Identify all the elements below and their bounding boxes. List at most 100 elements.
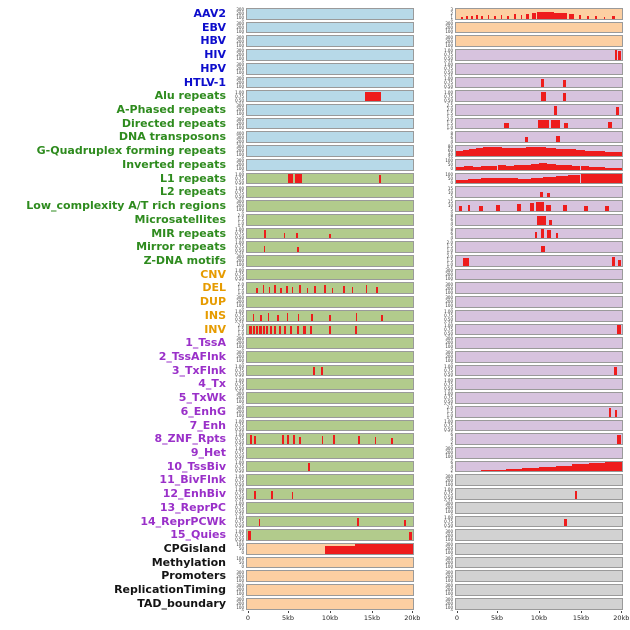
panel-gap	[414, 419, 439, 433]
panel-gap	[414, 34, 439, 48]
track-label: 8_ZNF_Rpts	[154, 432, 227, 446]
track-plot-right	[455, 501, 623, 514]
y-axis-tick-label: 0.50	[444, 371, 453, 377]
track-plot-left	[246, 104, 414, 116]
data-segment	[482, 147, 493, 156]
y-axis-tick-label: 0	[241, 349, 244, 350]
track-label: EBV	[202, 20, 226, 34]
data-segment	[329, 233, 332, 239]
data-segment	[267, 313, 270, 321]
y-axis-tick-label: 100	[236, 166, 244, 172]
track-row: 3_TxFlnk1.000.750.500.250.001.000.750.50…	[0, 364, 630, 377]
data-segment	[505, 165, 515, 170]
y-axis-tick-label: 1.00	[235, 446, 244, 452]
y-axis-ticks: 1.000.750.500.250.00	[439, 89, 455, 103]
y-axis-tick-label: 0.75	[444, 491, 453, 497]
track-plot-left	[246, 241, 414, 253]
data-segment	[287, 173, 294, 184]
y-axis-tick-label: 1.5	[446, 120, 453, 126]
y-axis-tick-label: 300	[445, 336, 453, 342]
y-axis-tick-label: 1.00	[235, 473, 244, 479]
y-axis-tick-label: 1.0	[446, 262, 453, 268]
data-segment	[515, 147, 526, 156]
track-row: INS1.000.750.500.250.001.000.750.500.250…	[0, 309, 630, 323]
y-axis-ticks: 1.000.750.500.250.00	[230, 185, 246, 199]
y-axis-tick-label: 0.25	[235, 459, 244, 460]
track-plot-right	[455, 21, 623, 34]
data-segment	[613, 366, 617, 376]
y-axis-tick-label: 100	[445, 344, 453, 350]
track-plot-left	[246, 158, 414, 171]
data-segment	[470, 16, 473, 19]
track-row: Mirror repeats 1.000.750.500.250.00 2.01.5…	[0, 240, 630, 254]
data-segment	[493, 178, 506, 184]
data-segment	[585, 150, 596, 156]
data-segment	[480, 15, 483, 19]
y-axis-tick-label: 0	[450, 212, 453, 213]
data-segment	[563, 122, 568, 129]
panel-gap	[414, 144, 439, 158]
y-axis-tick-label: 200	[445, 340, 453, 346]
data-segment	[555, 175, 569, 184]
y-axis-tick-label: 1.0	[447, 116, 453, 117]
track-plot-left	[246, 364, 414, 377]
y-axis-tick-label: 200	[236, 120, 244, 126]
data-segment	[548, 219, 553, 225]
data-segment	[522, 165, 531, 170]
y-axis-tick-label: 200	[236, 24, 244, 30]
y-axis-tick-label: 200	[236, 52, 244, 58]
panel-gap	[414, 597, 439, 611]
y-axis-tick-label: 0.25	[235, 527, 244, 528]
y-axis-tick-label: 1.5	[237, 216, 244, 222]
y-axis-tick-label: 1.00	[444, 309, 453, 314]
y-axis-tick-label: 200	[445, 299, 453, 305]
data-segment	[617, 325, 621, 335]
y-axis-tick-label: 200	[236, 66, 244, 72]
panel-gap	[414, 515, 439, 529]
y-axis-tick-label: 8	[450, 226, 453, 232]
y-axis-tick-label: 300	[445, 597, 453, 603]
y-axis-tick-label: 0	[241, 129, 244, 130]
data-segment	[310, 313, 313, 321]
track-label: CPGisland	[163, 542, 226, 556]
data-segment	[595, 16, 598, 19]
y-axis-tick-label: 1.00	[444, 89, 453, 95]
y-axis-tick-label: 60	[447, 148, 453, 154]
y-axis-tick-label: 15	[447, 185, 453, 191]
data-segment	[354, 326, 357, 335]
track-plot-left	[246, 268, 414, 281]
track-list: AAV230020010003210EBV3002001000300200100…	[0, 7, 630, 611]
data-segment	[565, 149, 576, 156]
track-plot-left	[246, 433, 414, 445]
track-plot-left	[246, 8, 414, 20]
track-label: Directed repeats	[121, 116, 226, 130]
y-axis-tick-label: 200	[445, 285, 453, 291]
data-segment	[290, 326, 293, 335]
panel-gap	[414, 281, 439, 295]
data-segment	[333, 435, 336, 444]
data-segment	[555, 233, 559, 239]
data-segment	[502, 147, 510, 156]
y-axis-tick-label: 1.00	[444, 487, 453, 493]
track-plot-right	[455, 529, 623, 542]
y-axis-tick-label: 0	[241, 363, 244, 364]
track-label: DNA transposons	[118, 130, 226, 144]
track-plot-left	[246, 378, 414, 391]
y-axis-tick-label: 0.25	[444, 75, 453, 76]
y-axis-tick-label: 50	[447, 175, 453, 181]
y-axis-tick-label: 1.00	[444, 322, 453, 328]
track-plot-left	[246, 460, 414, 473]
y-axis-tick-label: 0.75	[235, 422, 244, 428]
y-axis-ticks: 400300200100 0	[230, 130, 246, 144]
y-axis-tick-label: 300	[445, 542, 453, 548]
panel-gap	[414, 309, 439, 323]
track-label: L1 repeats	[160, 171, 226, 185]
track-plot-right	[455, 49, 623, 61]
track-plot-left	[246, 49, 414, 61]
y-axis-tick-label: 0.50	[444, 330, 453, 336]
track-row: TAD_boundary30020010003002001000	[0, 597, 630, 611]
track-label: INS	[204, 308, 226, 322]
data-segment	[321, 436, 324, 444]
